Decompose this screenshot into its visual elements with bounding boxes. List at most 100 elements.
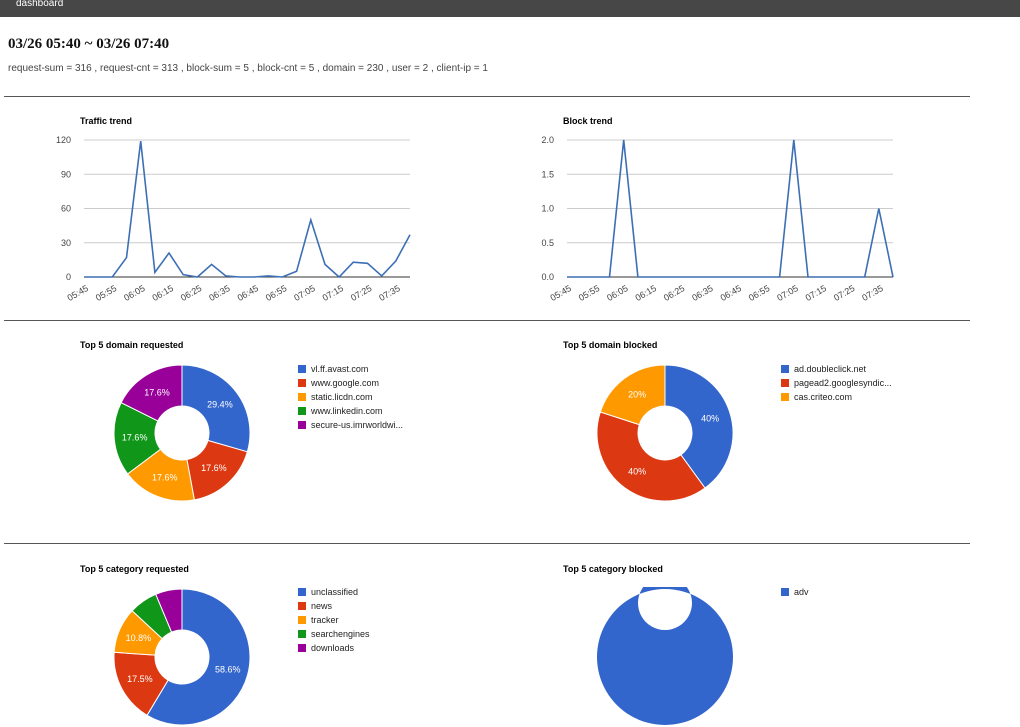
pie-slice[interactable] bbox=[181, 364, 251, 453]
legend-swatch bbox=[298, 587, 306, 596]
legend-label: cas.criteo.com bbox=[794, 392, 853, 402]
legend-item[interactable]: tracker bbox=[298, 615, 370, 629]
legend-swatch bbox=[298, 378, 306, 387]
y-tick-label: 120 bbox=[56, 135, 71, 145]
legend-label: secure-us.imrworldwi... bbox=[311, 420, 404, 430]
block-trend-chart: 0.0 0.5 1.0 1.5 2.0 05:45 05:55 06:05 06:15 06:25… bbox=[541, 135, 894, 303]
app-title[interactable]: dashboard bbox=[16, 0, 64, 9]
legend-label: pagead2.googlesyndic... bbox=[794, 378, 892, 388]
y-tick-label: 90 bbox=[61, 169, 71, 179]
legend-swatch bbox=[298, 420, 306, 429]
x-tick-label: 05:55 bbox=[577, 283, 602, 303]
legend-swatch bbox=[781, 587, 789, 596]
x-tick-label: 07:25 bbox=[349, 283, 374, 303]
y-tick-label: 1.5 bbox=[541, 169, 554, 179]
domain-blocked-legend: ad.doubleclick.net pagead2.googlesyndic..… bbox=[781, 364, 892, 406]
x-tick-label: 05:45 bbox=[65, 283, 90, 303]
legend-swatch bbox=[298, 392, 306, 401]
pie-slice[interactable] bbox=[155, 588, 183, 633]
slice-label: 10.8% bbox=[126, 633, 152, 643]
x-tick-label: 06:35 bbox=[207, 283, 232, 303]
domain-blocked-title: Top 5 domain blocked bbox=[563, 340, 658, 350]
domain-requested-pie: 29.4% 17.6% 17.6% 17.6% 17.6% bbox=[113, 364, 251, 502]
slice-label: 58.6% bbox=[215, 665, 241, 675]
legend-label: searchengines bbox=[311, 629, 370, 639]
slice-label: 17.6% bbox=[152, 472, 178, 482]
y-tick-label: 0.0 bbox=[541, 272, 554, 282]
divider bbox=[4, 96, 970, 97]
legend-label: downloads bbox=[311, 643, 355, 653]
slice-label: 40% bbox=[628, 466, 646, 476]
legend-label: news bbox=[311, 601, 333, 611]
legend-swatch bbox=[781, 392, 789, 401]
x-tick-label: 06:25 bbox=[662, 283, 687, 303]
legend-swatch bbox=[298, 406, 306, 415]
y-tick-label: 30 bbox=[61, 238, 71, 248]
x-tick-label: 06:45 bbox=[719, 283, 744, 303]
category-requested-legend: unclassified news tracker searchengines down… bbox=[298, 587, 370, 657]
x-tick-label: 07:05 bbox=[292, 283, 317, 303]
legend-swatch bbox=[298, 601, 306, 610]
category-blocked-pie bbox=[597, 587, 733, 725]
slice-label: 20% bbox=[628, 390, 646, 400]
legend-item[interactable]: static.licdn.com bbox=[298, 392, 403, 406]
legend-label: tracker bbox=[311, 615, 339, 625]
legend-item[interactable]: downloads bbox=[298, 643, 370, 657]
category-blocked-title: Top 5 category blocked bbox=[563, 564, 663, 574]
x-tick-label: 06:05 bbox=[605, 283, 630, 303]
legend-item[interactable]: searchengines bbox=[298, 629, 370, 643]
legend-label: ad.doubleclick.net bbox=[794, 364, 867, 374]
x-tick-label: 06:35 bbox=[690, 283, 715, 303]
slice-label: 40% bbox=[701, 413, 719, 423]
block-chart-title: Block trend bbox=[563, 116, 613, 126]
legend-item[interactable]: vl.ff.avast.com bbox=[298, 364, 403, 378]
legend-label: vl.ff.avast.com bbox=[311, 364, 369, 374]
slice-label: 17.6% bbox=[144, 388, 170, 398]
category-requested-pie: 58.6% 17.5% 10.8% bbox=[113, 588, 251, 726]
y-tick-label: 0 bbox=[66, 272, 71, 282]
legend-label: static.licdn.com bbox=[311, 392, 373, 402]
x-tick-label: 07:25 bbox=[832, 283, 857, 303]
pie-slice[interactable] bbox=[599, 364, 666, 426]
x-tick-label: 06:45 bbox=[236, 283, 261, 303]
summary-stats: request-sum = 316 , request-cnt = 313 , … bbox=[8, 63, 488, 74]
divider bbox=[4, 543, 970, 544]
x-tick-label: 06:15 bbox=[151, 283, 176, 303]
pie-slice[interactable] bbox=[664, 364, 734, 489]
legend-item[interactable]: www.linkedin.com bbox=[298, 406, 403, 420]
y-tick-label: 0.5 bbox=[541, 238, 554, 248]
legend-item[interactable]: pagead2.googlesyndic... bbox=[781, 378, 892, 392]
pie-slice[interactable] bbox=[597, 587, 733, 725]
legend-swatch bbox=[298, 615, 306, 624]
x-tick-label: 07:35 bbox=[860, 283, 885, 303]
x-tick-label: 06:05 bbox=[122, 283, 147, 303]
legend-item[interactable]: unclassified bbox=[298, 587, 370, 601]
x-tick-label: 07:15 bbox=[804, 283, 829, 303]
domain-requested-legend: vl.ff.avast.com www.google.com static.licd… bbox=[298, 364, 403, 434]
top-bar: dashboard bbox=[0, 0, 1020, 17]
slice-label: 17.5% bbox=[127, 674, 153, 684]
legend-label: unclassified bbox=[311, 587, 359, 597]
traffic-trend-chart: 0 30 60 90 120 05:45 05:55 06:05 06:15 06:25 06:35… bbox=[56, 135, 411, 303]
legend-item[interactable]: ad.doubleclick.net bbox=[781, 364, 892, 378]
slice-label: 17.6% bbox=[201, 463, 227, 473]
traffic-chart-title: Traffic trend bbox=[80, 116, 133, 126]
x-tick-label: 05:45 bbox=[548, 283, 573, 303]
legend-item[interactable]: news bbox=[298, 601, 370, 615]
domain-requested-title: Top 5 domain requested bbox=[80, 340, 184, 350]
legend-swatch bbox=[298, 643, 306, 652]
legend-item[interactable]: cas.criteo.com bbox=[781, 392, 892, 406]
x-tick-label: 07:15 bbox=[321, 283, 346, 303]
series-line bbox=[84, 141, 411, 279]
pie-slice[interactable] bbox=[120, 364, 183, 422]
y-tick-label: 1.0 bbox=[541, 204, 554, 214]
legend-swatch bbox=[781, 364, 789, 373]
legend-item[interactable]: adv bbox=[781, 587, 809, 601]
y-tick-label: 60 bbox=[61, 204, 71, 214]
x-tick-label: 07:05 bbox=[775, 283, 800, 303]
divider bbox=[4, 320, 970, 321]
y-tick-label: 2.0 bbox=[541, 135, 554, 145]
legend-item[interactable]: www.google.com bbox=[298, 378, 403, 392]
pie-slice[interactable] bbox=[596, 411, 706, 502]
legend-item[interactable]: secure-us.imrworldwi... bbox=[298, 420, 403, 434]
